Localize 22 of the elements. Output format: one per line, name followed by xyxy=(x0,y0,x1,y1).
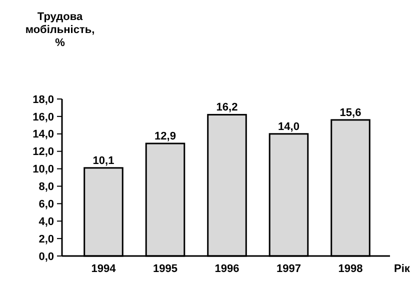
data-label: 16,2 xyxy=(216,102,238,114)
x-tick-label: 1997 xyxy=(276,263,301,275)
y-tick-label: 2,0 xyxy=(38,233,54,246)
x-tick-label: 1998 xyxy=(338,263,363,275)
y-tick-label: 12,0 xyxy=(32,146,54,158)
y-tick-label: 4,0 xyxy=(38,216,54,228)
y-tick-label: 8,0 xyxy=(38,181,54,194)
y-tick-label: 14,0 xyxy=(32,128,54,141)
x-tick-label: 1994 xyxy=(91,263,117,275)
data-label: 14,0 xyxy=(278,120,300,133)
y-axis-title: Трудова мобільність, % xyxy=(25,11,95,49)
x-tick-label: 1995 xyxy=(153,263,178,275)
data-label: 10,1 xyxy=(92,154,114,167)
x-axis-title: Рік xyxy=(394,263,410,275)
y-tick-label: 0,0 xyxy=(38,250,54,263)
y-tick-label: 10,0 xyxy=(32,164,54,176)
data-label: 12,9 xyxy=(154,130,176,142)
y-tick-label: 6,0 xyxy=(38,198,54,211)
x-tick-label: 1996 xyxy=(214,263,240,275)
y-tick-label: 16,0 xyxy=(32,111,54,124)
y-tick-label: 18,0 xyxy=(32,94,54,106)
data-label: 15,6 xyxy=(340,106,362,119)
